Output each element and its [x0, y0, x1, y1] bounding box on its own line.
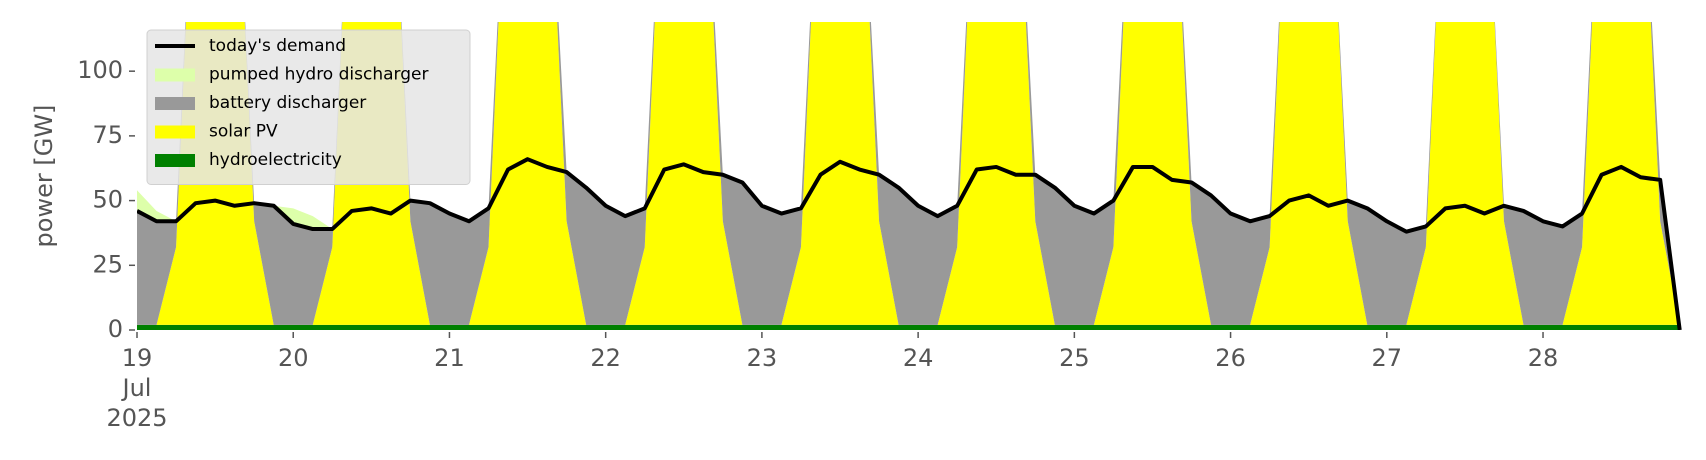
x-tick-label: 27 — [1372, 344, 1403, 372]
legend-swatch — [155, 125, 195, 139]
x-tick-label: 28 — [1528, 344, 1559, 372]
area — [137, 324, 1680, 330]
legend-label: hydroelectricity — [209, 150, 342, 170]
x-tick-label: 19 Jul 2025 — [106, 344, 167, 432]
legend-label: solar PV — [209, 122, 278, 142]
y-tick-label: 0 — [108, 315, 123, 343]
x-tick-label: 25 — [1059, 344, 1090, 372]
x-tick-label: 21 — [434, 344, 465, 372]
y-axis-label: power [GW] — [30, 105, 58, 248]
axes: 0 25 50 75 100 19 Jul 2025 20 21 22 23 24 25 26 27 28 — [77, 56, 1558, 432]
x-tick-label: 22 — [590, 344, 621, 372]
y-tick-label: 75 — [92, 121, 123, 149]
legend: today's demand pumped hydro discharger bat… — [146, 29, 471, 185]
y-tick-label: 25 — [92, 250, 123, 278]
x-tick-label: 24 — [903, 344, 934, 372]
x-tick-label: 23 — [747, 344, 778, 372]
legend-swatch — [155, 97, 195, 110]
area — [137, 22, 1680, 325]
area — [137, 22, 1680, 325]
legend-label: battery discharger — [209, 93, 366, 113]
legend-swatch — [155, 154, 195, 167]
x-tick-label: 26 — [1215, 344, 1246, 372]
plot-area — [137, 22, 1682, 330]
legend-label: today's demand — [209, 36, 346, 56]
x-tick-label: 20 — [278, 344, 309, 372]
y-tick-label: 100 — [77, 56, 123, 84]
legend-label: pumped hydro discharger — [209, 65, 428, 85]
y-tick-label: 50 — [92, 186, 123, 214]
line — [137, 157, 1682, 330]
legend-swatch — [155, 68, 195, 82]
legend-box — [146, 29, 471, 185]
